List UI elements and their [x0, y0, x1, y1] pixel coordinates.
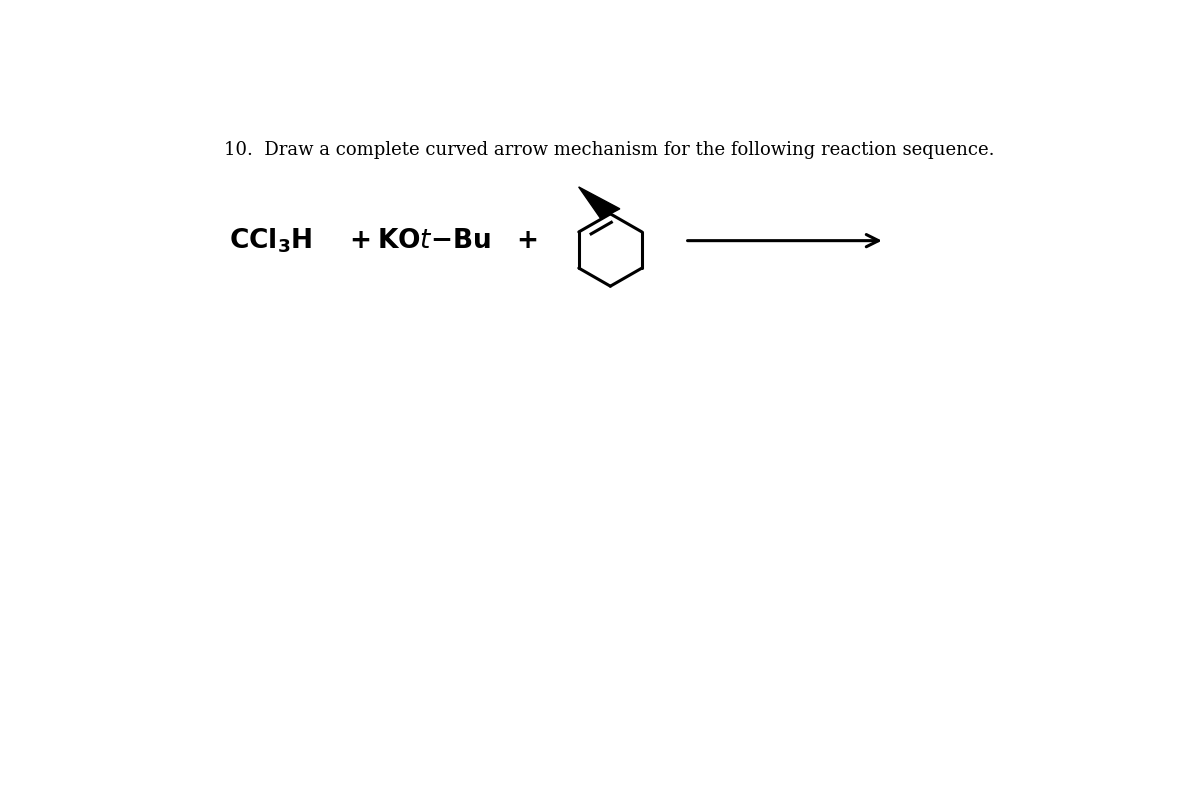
Polygon shape — [578, 187, 620, 219]
Text: $\mathbf{+}$: $\mathbf{+}$ — [516, 228, 538, 254]
Text: $\mathbf{CCl_3H}$: $\mathbf{CCl_3H}$ — [229, 227, 312, 255]
Text: $\mathbf{KO}t\mathbf{-Bu}$: $\mathbf{KO}t\mathbf{-Bu}$ — [377, 228, 491, 254]
Text: $\mathbf{+}$: $\mathbf{+}$ — [349, 228, 370, 254]
Text: 10.  Draw a complete curved arrow mechanism for the following reaction sequence.: 10. Draw a complete curved arrow mechani… — [224, 141, 995, 159]
